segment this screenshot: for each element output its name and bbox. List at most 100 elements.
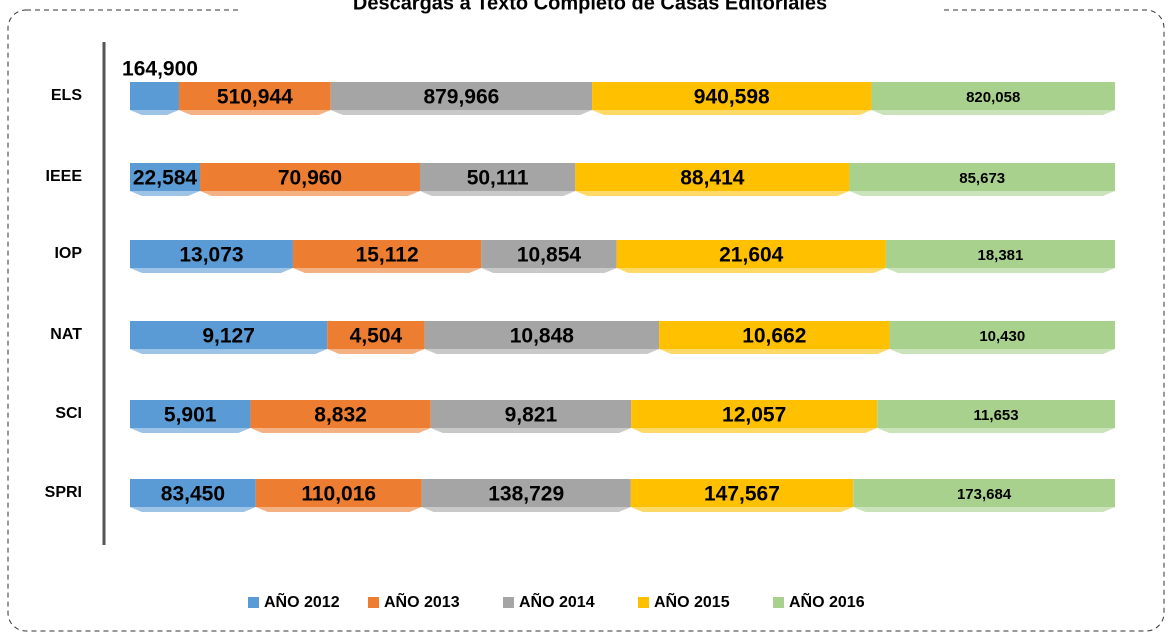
bar-top-face — [885, 268, 1115, 273]
data-label: 85,673 — [959, 170, 1005, 187]
bar-top-face — [327, 349, 425, 354]
bar-top-face — [255, 507, 422, 512]
data-label: 50,111 — [467, 167, 529, 190]
data-label: 21,604 — [719, 244, 784, 267]
bar-top-face — [130, 110, 179, 115]
bar-segment — [424, 321, 660, 349]
bar-segment — [592, 82, 872, 110]
category-label: NAT — [50, 326, 82, 343]
bar-top-face — [592, 110, 872, 115]
chart-title: Descargas a Texto Completo de Casas Edit… — [353, 0, 827, 14]
category-label: SPRI — [45, 484, 82, 501]
data-label: 15,112 — [356, 244, 419, 267]
bar-top-face — [292, 268, 482, 273]
bar-segment — [889, 321, 1115, 349]
data-label: 10,854 — [517, 244, 582, 267]
category-label: IOP — [54, 245, 82, 262]
bar-segment — [659, 321, 890, 349]
bar-top-face — [631, 428, 878, 433]
data-label: 70,960 — [278, 167, 342, 190]
data-label: 5,901 — [164, 404, 217, 427]
data-label: 83,450 — [161, 483, 225, 506]
bar-segment — [327, 321, 425, 349]
category-label: SCI — [55, 405, 82, 422]
legend-swatch — [773, 597, 784, 608]
bar-segment — [255, 479, 422, 507]
bar-segment — [292, 240, 482, 268]
bar-segment — [430, 400, 632, 428]
bar-segment — [575, 163, 850, 191]
bar-segment — [616, 240, 886, 268]
data-label: 11,653 — [974, 407, 1019, 424]
category-label: ELS — [51, 87, 82, 104]
bar-top-face — [871, 110, 1115, 115]
data-label: 88,414 — [680, 167, 745, 190]
bar-top-face — [481, 268, 617, 273]
category-label: IEEE — [46, 168, 83, 185]
legend-swatch — [638, 597, 649, 608]
data-label: 18,381 — [977, 247, 1023, 264]
bar-top-face — [659, 349, 890, 354]
bar-top-face — [421, 507, 631, 512]
data-label: 110,016 — [301, 483, 376, 506]
bar-segment — [130, 240, 293, 268]
bar-segment — [130, 479, 256, 507]
data-label: 147,567 — [704, 483, 780, 506]
data-label: 8,832 — [314, 404, 367, 427]
bar-segment — [871, 82, 1115, 110]
bar-top-face — [616, 268, 886, 273]
legend-label: AÑO 2012 — [264, 591, 340, 611]
bar-segment — [630, 479, 854, 507]
bar-segment — [130, 82, 179, 110]
data-label: 10,848 — [510, 325, 575, 348]
bar-top-face — [200, 191, 420, 196]
legend-label: AÑO 2016 — [789, 591, 865, 611]
data-label: 820,058 — [966, 89, 1020, 106]
data-label: 138,729 — [488, 483, 564, 506]
bar-top-face — [853, 507, 1115, 512]
bar-segment — [631, 400, 878, 428]
bar-top-face — [424, 349, 660, 354]
bar-segment — [885, 240, 1115, 268]
legend-label: AÑO 2015 — [654, 591, 730, 611]
bar-top-face — [178, 110, 331, 115]
bar-top-face — [130, 349, 328, 354]
bar-segment — [877, 400, 1115, 428]
data-label: 164,900 — [122, 58, 198, 81]
bar-segment — [130, 321, 328, 349]
title-backdrop — [240, 0, 940, 18]
legend-swatch — [248, 597, 259, 608]
bar-top-face — [419, 191, 576, 196]
bar-segment — [849, 163, 1115, 191]
bar-top-face — [849, 191, 1115, 196]
data-label: 12,057 — [722, 404, 786, 427]
data-label: 879,966 — [423, 86, 499, 109]
bar-segment — [419, 163, 576, 191]
bar-segment — [481, 240, 617, 268]
legend-label: AÑO 2013 — [384, 591, 460, 611]
data-label: 4,504 — [350, 325, 403, 348]
bar-top-face — [877, 428, 1115, 433]
data-label: 510,944 — [217, 86, 293, 109]
bar-top-face — [630, 507, 854, 512]
bar-segment — [853, 479, 1115, 507]
legend-label: AÑO 2014 — [519, 591, 595, 611]
bar-segment — [250, 400, 431, 428]
legend-swatch — [368, 597, 379, 608]
bar-top-face — [330, 110, 593, 115]
data-label: 9,127 — [202, 325, 255, 348]
bar-top-face — [130, 507, 256, 512]
legend-swatch — [503, 597, 514, 608]
bar-segment — [178, 82, 331, 110]
data-label: 940,598 — [694, 86, 770, 109]
bar-top-face — [889, 349, 1115, 354]
bar-segment — [330, 82, 593, 110]
bar-top-face — [130, 268, 293, 273]
data-label: 22,584 — [133, 167, 198, 190]
bar-segment — [421, 479, 631, 507]
bar-segment — [130, 400, 251, 428]
bar-segment — [200, 163, 420, 191]
data-label: 9,821 — [505, 404, 558, 427]
bar-segment — [130, 163, 201, 191]
